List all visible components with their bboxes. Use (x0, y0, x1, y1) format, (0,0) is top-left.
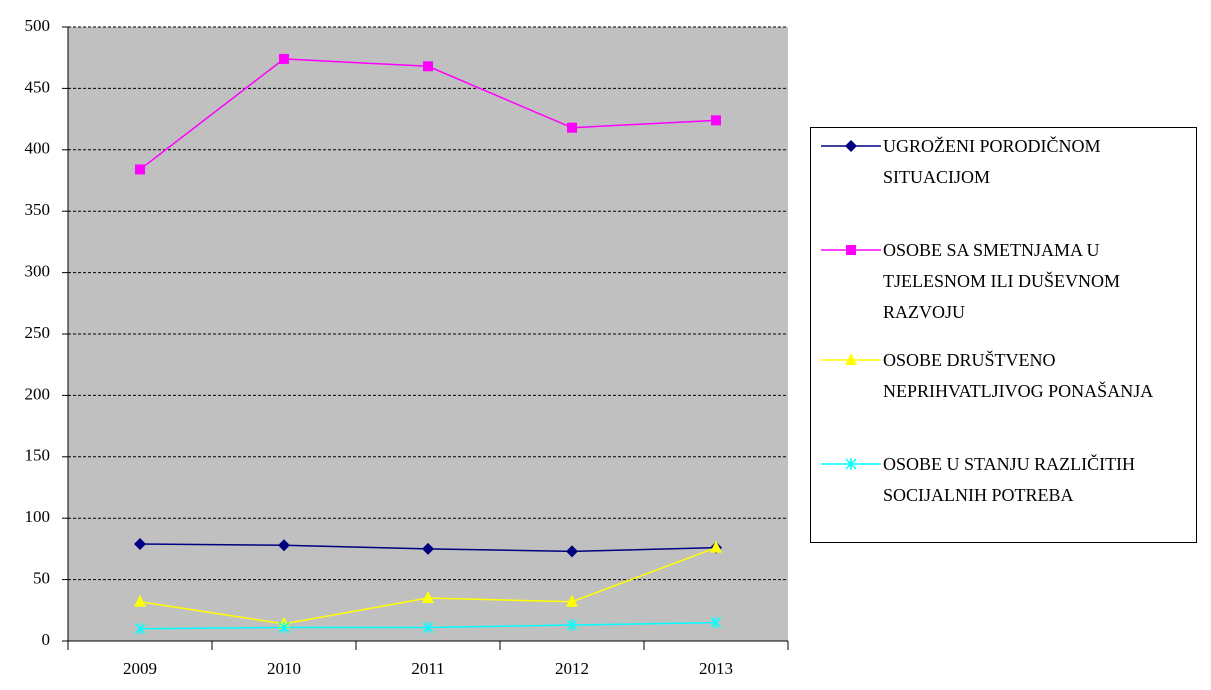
legend-label: OSOBE U STANJU RAZLIČITIH SOCIJALNIH POT… (883, 454, 1136, 505)
chart: 0 50 100 150 200 250 300 350 400 450 500 2009 2010 20… (25, 16, 789, 678)
legend-label: UGROŽENI PORODIČNOM SITUACIJOM (883, 136, 1101, 187)
marker (845, 140, 857, 152)
y-tick-label: 500 (25, 16, 51, 35)
marker (134, 537, 146, 550)
marker (710, 616, 722, 629)
y-tick-label: 400 (25, 139, 51, 158)
legend-label: OSOBE SA SMETNJAMA U TJELESNOM ILI DUŠEV… (883, 240, 1120, 322)
y-tick-label: 100 (25, 507, 51, 526)
marker (846, 245, 856, 255)
marker (134, 622, 146, 635)
y-tick-label: 150 (25, 446, 51, 465)
x-tick-label: 2011 (411, 659, 444, 678)
legend-sample (821, 245, 881, 255)
marker (711, 115, 721, 126)
y-tick-label: 50 (33, 569, 50, 588)
marker (422, 621, 434, 634)
legend-sample (821, 140, 881, 152)
marker (135, 164, 145, 175)
marker (279, 53, 289, 64)
marker (710, 540, 722, 553)
marker (422, 591, 434, 604)
marker (845, 353, 857, 365)
marker (845, 458, 857, 470)
marker (423, 61, 433, 72)
marker (278, 539, 290, 552)
marker (566, 594, 578, 607)
y-tick-label: 300 (25, 262, 51, 281)
x-tick-label: 2013 (699, 659, 733, 678)
y-tick-label: 450 (25, 77, 51, 96)
marker (422, 542, 434, 555)
y-tick-label: 0 (42, 630, 51, 649)
marker (566, 619, 578, 632)
x-tick-label: 2012 (555, 659, 589, 678)
marker (278, 621, 290, 634)
y-tick-label: 350 (25, 200, 51, 219)
y-tick-label: 250 (25, 323, 51, 342)
legend-sample (821, 458, 881, 470)
marker (566, 545, 578, 558)
x-tick-label: 2009 (123, 659, 157, 678)
legend: UGROŽENI PORODIČNOM SITUACIJOM OSOBE SA S… (810, 127, 1197, 543)
marker (567, 122, 577, 133)
y-tick-label: 200 (25, 384, 51, 403)
legend-sample (821, 353, 881, 365)
marker (134, 594, 146, 607)
x-tick-label: 2010 (267, 659, 301, 678)
legend-label: OSOBE DRUŠTVENO NEPRIHVATLJIVOG PONAŠANJ… (883, 350, 1154, 401)
